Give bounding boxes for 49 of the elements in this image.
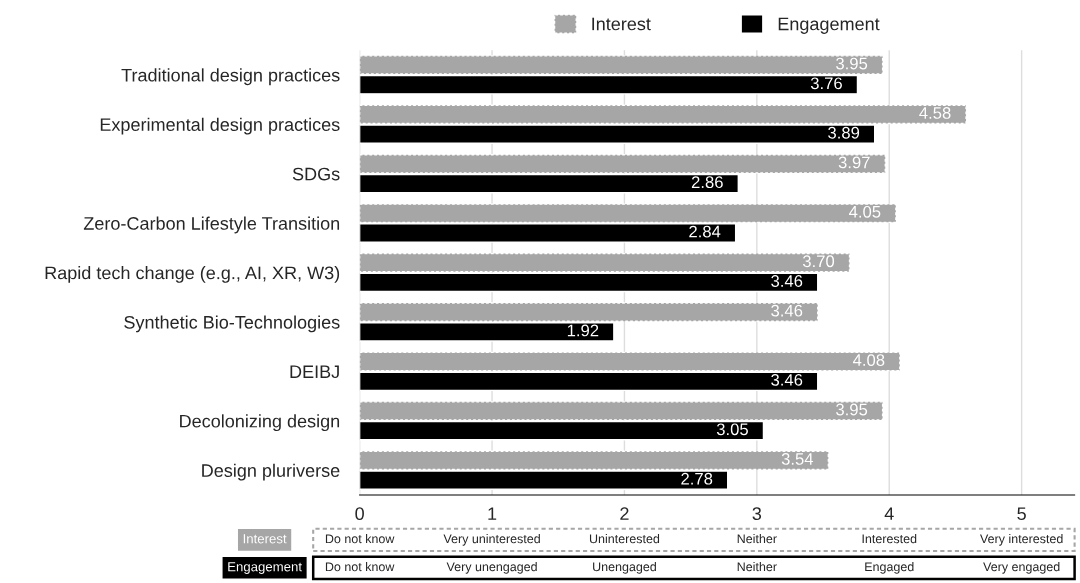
data-label: 3.89 [828, 126, 860, 139]
data-label: 3.46 [771, 304, 803, 317]
text: Neither [737, 562, 777, 572]
text: Very engaged [983, 562, 1060, 574]
x-tick-label: 5 [1017, 507, 1026, 521]
data-label: 3.76 [810, 77, 842, 90]
data-label: 2.86 [691, 176, 723, 189]
data-label: 3.70 [802, 255, 835, 268]
text: Neither [737, 534, 777, 544]
text: Very unengaged [446, 562, 537, 574]
y-tick-label: SDGs [292, 167, 340, 181]
y-tick-label: Decolonizing design [180, 414, 340, 432]
data-label: 4.58 [919, 107, 951, 119]
text: Engaged [865, 562, 914, 574]
data-label: 3.95 [836, 57, 868, 70]
y-tick-label: DEIBJ [290, 365, 339, 379]
text: Do not know [325, 534, 395, 544]
text: Interest [243, 534, 287, 544]
x-tick-label: 4 [884, 507, 894, 520]
y-tick-label: Rapid tech change (e.g., AI, XR, W3) [45, 266, 340, 283]
text: Engagement [228, 562, 302, 574]
data-label: 3.46 [771, 373, 803, 386]
text: Do not know [325, 562, 395, 572]
y-tick-label: Design pluriverse [202, 463, 340, 481]
data-label: 3.05 [716, 423, 748, 436]
text: Interested [862, 534, 917, 544]
y-tick-label: Synthetic Bio-Technologies [124, 315, 340, 333]
data-label: 1.92 [567, 324, 599, 337]
text: Uninterested [589, 534, 660, 544]
y-tick-label: Zero-Carbon Lifestyle Transition [83, 216, 340, 234]
x-tick-label: 3 [752, 507, 762, 521]
legend-label: Interest [592, 17, 651, 31]
legend-label: Engagement [778, 17, 880, 34]
data-label: 3.95 [836, 403, 868, 416]
data-label: 2.84 [689, 225, 721, 238]
text: Unengaged [593, 562, 656, 574]
x-tick-label: 0 [355, 507, 364, 521]
data-label: 3.54 [781, 453, 814, 465]
x-tick-label: 1 [488, 507, 497, 520]
data-label: 3.46 [771, 275, 803, 287]
text: Very interested [980, 534, 1063, 546]
data-label: 3.97 [838, 156, 870, 169]
data-label: 4.05 [849, 205, 881, 218]
y-tick-label: Traditional design practices [121, 68, 340, 86]
text: Very uninterested [443, 534, 540, 546]
data-label: 2.78 [681, 472, 713, 485]
x-tick-label: 2 [620, 507, 629, 520]
y-tick-label: Experimental design practices [100, 117, 340, 135]
data-label: 4.08 [852, 354, 885, 366]
